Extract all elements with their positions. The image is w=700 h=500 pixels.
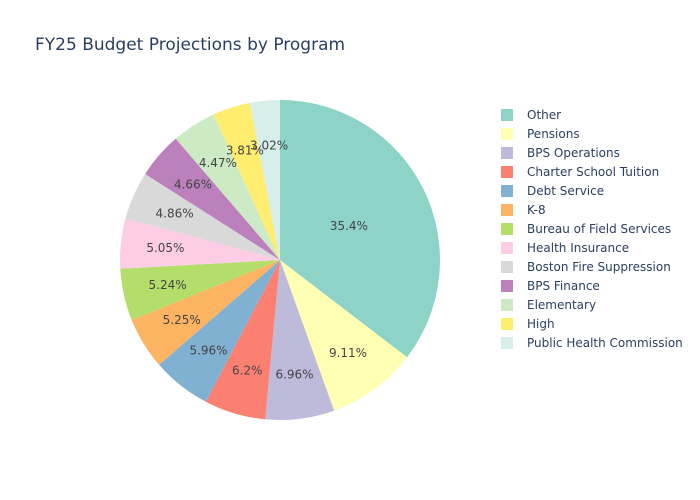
legend-swatch: [501, 185, 513, 197]
slice-label-debt-service: 5.96%: [189, 343, 227, 357]
legend-item-elementary[interactable]: Elementary: [501, 298, 596, 312]
legend-label: Other: [527, 108, 561, 122]
legend-label: Public Health Commission: [527, 336, 683, 350]
legend-item-debt-service[interactable]: Debt Service: [501, 184, 604, 198]
pie-slice-elementary[interactable]: [175, 114, 280, 260]
legend-label: Debt Service: [527, 184, 604, 198]
legend-swatch: [501, 318, 513, 330]
legend-item-bureau-of-field-services[interactable]: Bureau of Field Services: [501, 222, 671, 236]
legend-item-k-8[interactable]: K-8: [501, 203, 546, 217]
pie-slices: [119, 100, 441, 420]
legend-swatch: [501, 280, 513, 292]
pie-slice-public-health-commission[interactable]: [249, 100, 280, 260]
legend-label: Pensions: [527, 127, 580, 141]
legend-label: BPS Finance: [527, 279, 600, 293]
legend-swatch: [501, 223, 513, 235]
legend-item-bps-finance[interactable]: BPS Finance: [501, 279, 600, 293]
legend-swatch: [501, 337, 513, 349]
legend-label: K-8: [527, 203, 546, 217]
legend-item-public-health-commission[interactable]: Public Health Commission: [501, 336, 683, 350]
pie-slice-charter-school-tuition[interactable]: [205, 260, 280, 420]
legend-label: BPS Operations: [527, 146, 620, 160]
slice-label-bps-operations: 6.96%: [275, 367, 313, 381]
legend-item-bps-operations[interactable]: BPS Operations: [501, 146, 620, 160]
slice-label-charter-school-tuition: 6.2%: [232, 364, 263, 378]
legend-swatch: [501, 204, 513, 216]
slice-label-other: 35.4%: [330, 219, 368, 233]
slice-label-k-8: 5.25%: [163, 313, 201, 327]
legend-item-high[interactable]: High: [501, 317, 555, 331]
legend-item-pensions[interactable]: Pensions: [501, 127, 580, 141]
pie-slice-boston-fire-suppression[interactable]: [125, 173, 280, 260]
pie-slice-other[interactable]: [280, 100, 441, 358]
legend-swatch: [501, 166, 513, 178]
legend-label: Boston Fire Suppression: [527, 260, 671, 274]
legend-label: Bureau of Field Services: [527, 222, 671, 236]
pie-slice-labels: 35.4% 9.11% 6.96% 6.2% 5.96% 5.25% 5.24% 5.05% 4…: [146, 138, 368, 381]
legend-item-health-insurance[interactable]: Health Insurance: [501, 241, 629, 255]
pie-slice-bureau-of-field-services[interactable]: [120, 260, 281, 320]
legend-swatch: [501, 299, 513, 311]
slice-label-public-health-commission: 3.02%: [250, 138, 288, 152]
slice-label-bps-finance: 4.66%: [174, 178, 212, 192]
legend-item-charter-school-tuition[interactable]: Charter School Tuition: [501, 165, 659, 179]
legend-label: Charter School Tuition: [527, 165, 659, 179]
pie-slice-bps-finance[interactable]: [145, 138, 280, 260]
legend-swatch: [501, 147, 513, 159]
legend-label: Elementary: [527, 298, 596, 312]
legend-swatch: [501, 128, 513, 140]
legend-label: Health Insurance: [527, 241, 629, 255]
pie-slice-high[interactable]: [213, 102, 280, 261]
legend-label: High: [527, 317, 555, 331]
legend-swatch: [501, 242, 513, 254]
pie-slice-health-insurance[interactable]: [119, 218, 281, 269]
chart-title: FY25 Budget Projections by Program: [35, 35, 345, 55]
pie-slice-k-8[interactable]: [131, 260, 280, 365]
slice-label-health-insurance: 5.05%: [146, 241, 184, 255]
pie-slice-debt-service[interactable]: [159, 260, 280, 402]
legend-item-other[interactable]: Other: [501, 108, 561, 122]
slice-label-pensions: 9.11%: [329, 346, 367, 360]
slice-label-elementary: 4.47%: [199, 156, 237, 170]
legend-swatch: [501, 261, 513, 273]
legend: Other Pensions BPS Operations Charter Schoo…: [501, 108, 683, 350]
slice-label-high: 3.81%: [226, 143, 264, 157]
legend-item-boston-fire-suppression[interactable]: Boston Fire Suppression: [501, 260, 671, 274]
pie-slice-pensions[interactable]: [280, 260, 408, 411]
slice-label-bureau-of-field-services: 5.24%: [149, 278, 187, 292]
pie-slice-bps-operations[interactable]: [265, 260, 335, 420]
legend-swatch: [501, 109, 513, 121]
slice-label-boston-fire-suppression: 4.86%: [156, 207, 194, 221]
